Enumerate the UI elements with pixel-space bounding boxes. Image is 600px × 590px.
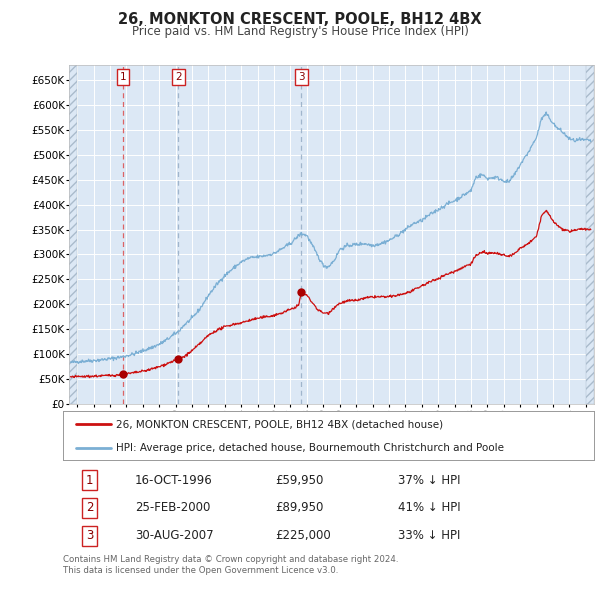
Text: £225,000: £225,000 <box>275 529 331 542</box>
Text: Price paid vs. HM Land Registry's House Price Index (HPI): Price paid vs. HM Land Registry's House … <box>131 25 469 38</box>
Text: 26, MONKTON CRESCENT, POOLE, BH12 4BX (detached house): 26, MONKTON CRESCENT, POOLE, BH12 4BX (d… <box>116 419 443 430</box>
Text: 2: 2 <box>86 502 94 514</box>
Text: 1: 1 <box>86 474 94 487</box>
Text: £89,950: £89,950 <box>275 502 324 514</box>
Text: Contains HM Land Registry data © Crown copyright and database right 2024.
This d: Contains HM Land Registry data © Crown c… <box>63 555 398 575</box>
Text: 33% ↓ HPI: 33% ↓ HPI <box>398 529 460 542</box>
Text: 16-OCT-1996: 16-OCT-1996 <box>134 474 212 487</box>
Text: 2: 2 <box>175 72 181 82</box>
Text: 30-AUG-2007: 30-AUG-2007 <box>134 529 214 542</box>
Text: 1: 1 <box>119 72 126 82</box>
Text: HPI: Average price, detached house, Bournemouth Christchurch and Poole: HPI: Average price, detached house, Bour… <box>116 443 504 453</box>
Text: 41% ↓ HPI: 41% ↓ HPI <box>398 502 460 514</box>
Text: 3: 3 <box>298 72 305 82</box>
Text: 26, MONKTON CRESCENT, POOLE, BH12 4BX: 26, MONKTON CRESCENT, POOLE, BH12 4BX <box>118 12 482 27</box>
Text: 25-FEB-2000: 25-FEB-2000 <box>134 502 210 514</box>
Text: £59,950: £59,950 <box>275 474 324 487</box>
Text: 37% ↓ HPI: 37% ↓ HPI <box>398 474 460 487</box>
Text: 3: 3 <box>86 529 93 542</box>
